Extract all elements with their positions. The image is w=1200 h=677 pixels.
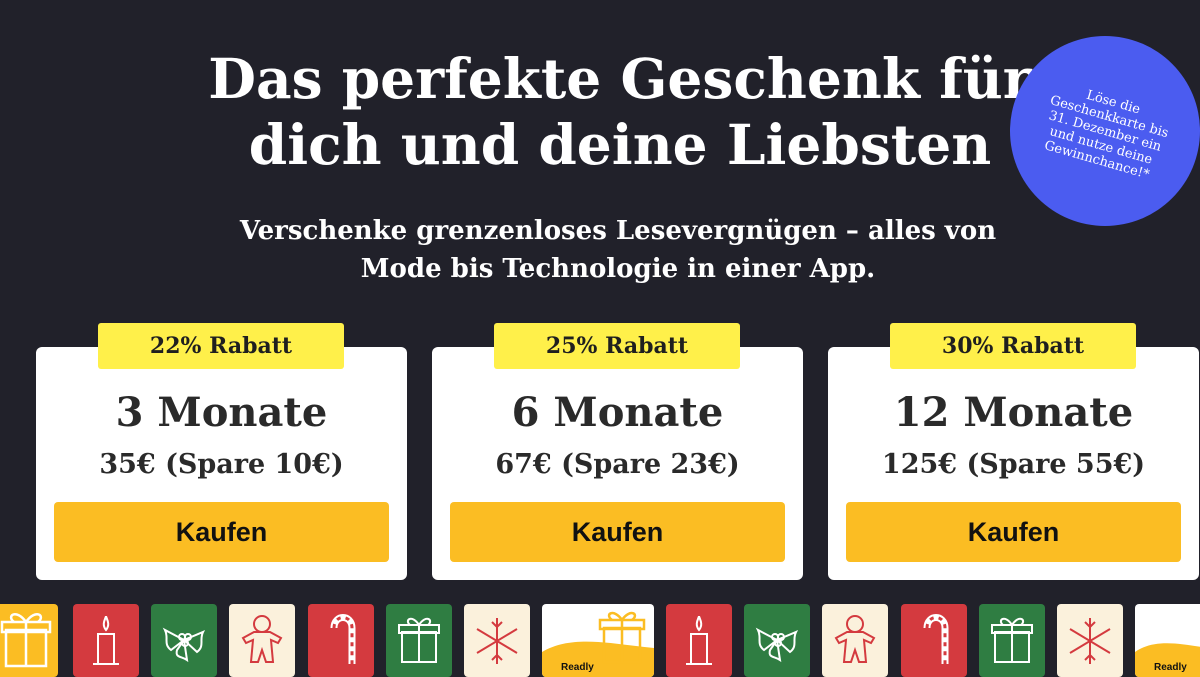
gift-card-tile <box>151 604 217 677</box>
gift-card-tile <box>744 604 810 677</box>
holly-icon <box>755 627 799 663</box>
discount-ribbon: 30% Rabatt <box>890 323 1136 369</box>
gift-icon <box>398 617 440 663</box>
gift-card-tile <box>386 604 452 677</box>
plan-price: 35€ (Spare 10€) <box>99 449 344 480</box>
decorative-tile-strip: Readly <box>0 604 1200 677</box>
subline-line-2: Mode bis Technologie in einer App. <box>360 254 876 284</box>
promo-badge-text: Löse die Geschenkkarte bis 31. Dezember … <box>1042 87 1171 183</box>
buy-button-12-months[interactable]: Kaufen <box>846 502 1181 562</box>
candle-icon <box>686 615 712 665</box>
holly-icon <box>162 627 206 663</box>
gingerbread-icon <box>241 615 283 663</box>
headline-line-1: Das perfekte Geschenk für <box>208 46 1032 111</box>
gift-card-tile <box>901 604 967 677</box>
gift-card-tile <box>666 604 732 677</box>
gingerbread-icon <box>834 615 876 663</box>
candy-cane-icon <box>330 614 356 664</box>
buy-button-3-months[interactable]: Kaufen <box>54 502 389 562</box>
plan-duration: 3 Monate <box>115 389 328 436</box>
gift-card-tile <box>822 604 888 677</box>
gift-card-tile <box>0 604 58 677</box>
plan-price: 67€ (Spare 23€) <box>495 449 740 480</box>
readly-gift-card-tile: Readly <box>1135 604 1200 677</box>
gift-card-tile <box>979 604 1045 677</box>
readly-gift-card-tile: Readly <box>542 604 654 677</box>
discount-ribbon: 22% Rabatt <box>98 323 344 369</box>
gift-card-tile <box>308 604 374 677</box>
candy-cane-icon <box>923 614 949 664</box>
page-subheadline: Verschenke grenzenloses Lesevergnügen – … <box>200 212 1036 288</box>
discount-ribbon: 25% Rabatt <box>494 323 740 369</box>
gift-icon <box>991 617 1033 663</box>
readly-logo-text: Readly <box>1143 662 1187 673</box>
plan-card-3-months: 22% Rabatt 3 Monate 35€ (Spare 10€) Kauf… <box>36 323 407 580</box>
candle-icon <box>93 615 119 665</box>
snowflake-icon <box>1069 618 1111 664</box>
promo-badge: Löse die Geschenkkarte bis 31. Dezember … <box>1010 36 1200 226</box>
gift-card-tile <box>1057 604 1123 677</box>
plan-card-6-months: 25% Rabatt 6 Monate 67€ (Spare 23€) Kauf… <box>432 323 803 580</box>
readly-logo: Readly <box>550 662 594 673</box>
plan-price: 125€ (Spare 55€) <box>881 449 1146 480</box>
plan-card-12-months: 30% Rabatt 12 Monate 125€ (Spare 55€) Ka… <box>828 323 1199 580</box>
snowflake-icon <box>476 618 518 664</box>
gift-card-tile <box>464 604 530 677</box>
gift-icon <box>542 611 654 677</box>
headline-line-2: dich und deine Liebsten <box>248 112 992 177</box>
gift-card-tile <box>229 604 295 677</box>
gift-icon <box>0 613 52 668</box>
plan-duration: 6 Monate <box>511 389 724 436</box>
page-headline: Das perfekte Geschenk für dich und deine… <box>160 46 1080 178</box>
buy-button-6-months[interactable]: Kaufen <box>450 502 785 562</box>
gift-card-tile <box>73 604 139 677</box>
plan-duration: 12 Monate <box>893 389 1134 436</box>
subline-line-1: Verschenke grenzenloses Lesevergnügen – … <box>239 216 997 246</box>
